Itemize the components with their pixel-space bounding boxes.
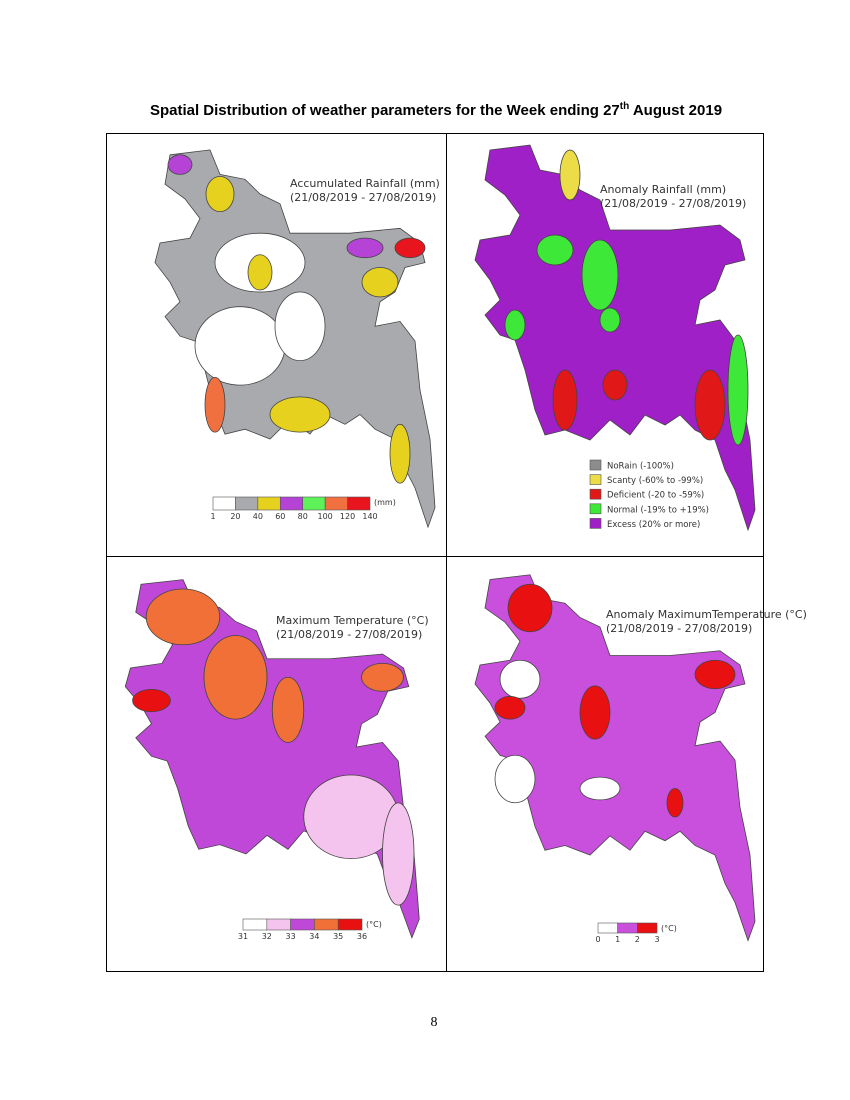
- scale-swatch: [637, 922, 658, 934]
- map-region: [602, 369, 628, 401]
- map-region: [579, 776, 621, 801]
- legend-label: NoRain (-100%): [607, 462, 674, 472]
- map-region: [167, 154, 193, 175]
- scale-swatch: [242, 918, 268, 931]
- map-region: [132, 689, 171, 713]
- grid-border: [106, 133, 764, 972]
- scale-swatch: [257, 496, 281, 511]
- map-region: [394, 237, 426, 259]
- map-region: [494, 754, 536, 804]
- scale-label: 36: [357, 932, 367, 941]
- map-region: [694, 659, 736, 690]
- scale-swatch: [314, 918, 339, 931]
- map-period: (21/08/2019 - 27/08/2019): [600, 197, 746, 210]
- map-title: Anomaly MaximumTemperature (°C): [606, 608, 807, 621]
- scale-swatch: [266, 918, 291, 931]
- scale-label: 34: [309, 932, 319, 941]
- map-title: Accumulated Rainfall (mm): [290, 177, 440, 190]
- map-title: Anomaly Rainfall (mm): [600, 183, 726, 196]
- scale-label: 20: [230, 512, 240, 521]
- map-title: Maximum Temperature (°C): [276, 614, 429, 627]
- page-number: 8: [431, 1015, 438, 1030]
- scale-label: 31: [238, 932, 248, 941]
- scale-unit: (mm): [374, 498, 396, 507]
- map-region: [694, 369, 726, 441]
- scale-label: 60: [275, 512, 285, 521]
- legend-swatch: [589, 488, 602, 500]
- scale-swatch: [597, 922, 618, 934]
- scale-label: 35: [333, 932, 343, 941]
- map-region: [203, 635, 268, 720]
- scale-label: 140: [362, 512, 377, 521]
- map-region: [536, 234, 574, 266]
- scale-label: 33: [286, 932, 296, 941]
- map-region: [274, 291, 326, 361]
- map-region: [666, 788, 684, 818]
- map-region: [361, 267, 399, 298]
- map-region: [346, 237, 384, 259]
- map-region: [194, 306, 286, 386]
- anomaly-max-temperature-map: [474, 574, 756, 941]
- legend-swatch: [589, 459, 602, 471]
- scale-swatch: [279, 496, 304, 511]
- map-region: [581, 239, 619, 311]
- map-region: [247, 254, 273, 291]
- max-temperature-map: [124, 579, 420, 939]
- map-region: [205, 175, 235, 213]
- scale-label: 32: [262, 932, 272, 941]
- scale-label: 80: [298, 512, 308, 521]
- scale-unit: (°C): [366, 920, 382, 929]
- scale-label: 3: [654, 935, 659, 944]
- scale-label: 100: [318, 512, 333, 521]
- scale-label: 1: [210, 512, 215, 521]
- map-region: [599, 307, 621, 333]
- map-region: [145, 588, 221, 646]
- scale-swatch: [212, 496, 236, 511]
- scale-swatch: [617, 922, 638, 934]
- map-region: [499, 659, 541, 699]
- legend-label: Excess (20% or more): [607, 520, 700, 530]
- scale-swatch: [337, 918, 363, 931]
- legend-label: Deficient (-20 to -59%): [607, 491, 704, 501]
- document-title: Spatial Distribution of weather paramete…: [150, 96, 722, 119]
- scale-label: 120: [340, 512, 355, 521]
- legend-swatch: [589, 503, 602, 515]
- map-period: (21/08/2019 - 27/08/2019): [606, 622, 752, 635]
- map-region: [504, 309, 526, 341]
- scale-swatch: [235, 496, 259, 511]
- rainfall-map: [154, 149, 436, 528]
- map-region: [204, 376, 226, 433]
- legend-swatch: [589, 518, 602, 529]
- scale-label: 2: [635, 935, 640, 944]
- map-period: (21/08/2019 - 27/08/2019): [290, 191, 436, 204]
- scale-swatch: [290, 918, 315, 931]
- map-region: [552, 369, 578, 431]
- map-region: [579, 685, 611, 740]
- map-region: [507, 583, 553, 633]
- map-region: [389, 423, 411, 484]
- scale-swatch: [302, 496, 326, 511]
- map-region: [269, 396, 331, 433]
- scale-label: 40: [253, 512, 263, 521]
- map-region: [271, 676, 305, 743]
- map-region: [727, 334, 749, 446]
- map-period: (21/08/2019 - 27/08/2019): [276, 628, 422, 641]
- panel-grid: [106, 133, 764, 972]
- scale-unit: (°C): [661, 924, 677, 933]
- anomaly-rainfall-map: [474, 144, 756, 531]
- map-region: [361, 662, 404, 692]
- scale-swatch: [347, 496, 371, 511]
- map-region: [559, 149, 581, 201]
- scale-swatch: [324, 496, 348, 511]
- legend-label: Normal (-19% to +19%): [607, 505, 709, 515]
- scale-label: 1: [615, 935, 620, 944]
- legend-label: Scanty (-60% to -99%): [607, 476, 703, 486]
- map-region: [382, 802, 415, 906]
- map-region: [494, 695, 526, 720]
- legend-swatch: [589, 474, 602, 485]
- scale-label: 0: [595, 935, 600, 944]
